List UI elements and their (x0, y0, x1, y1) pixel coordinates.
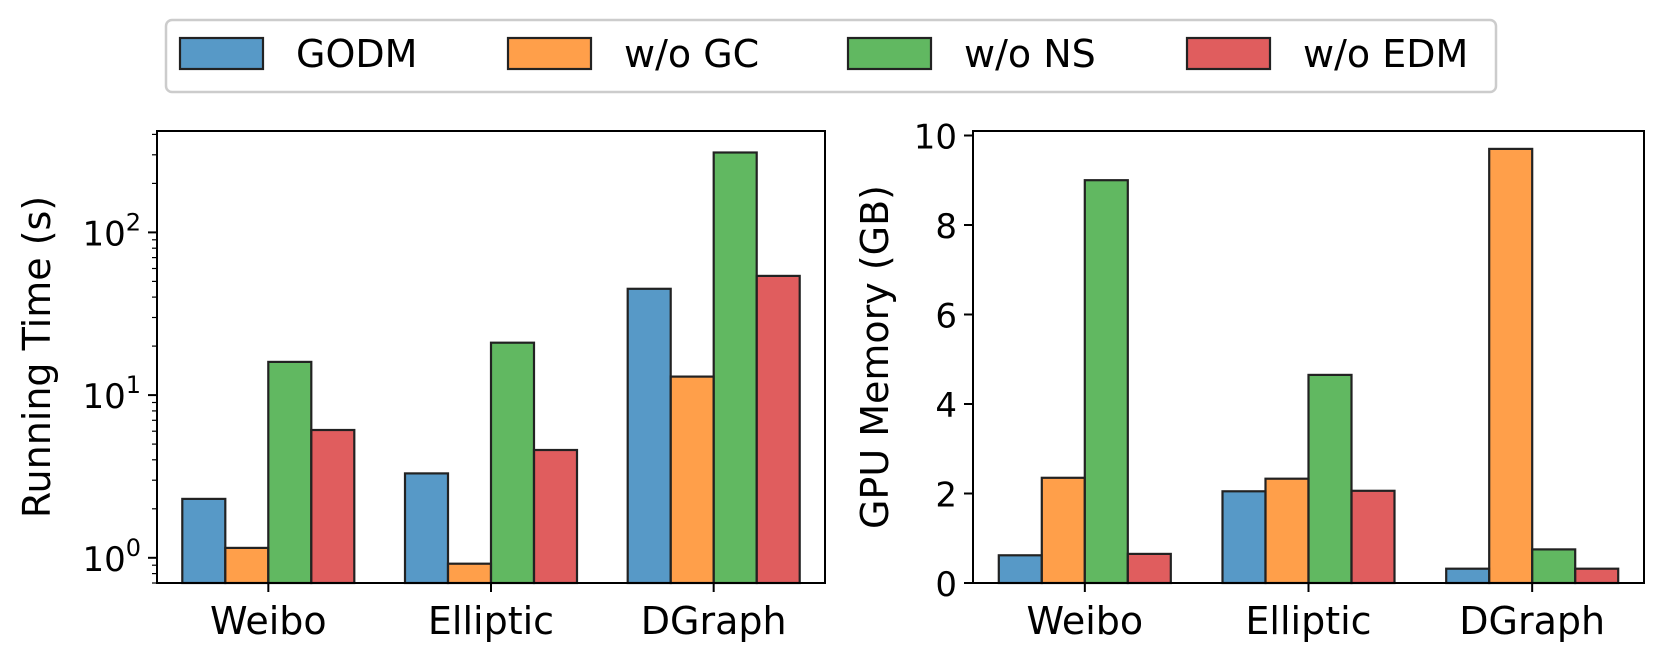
bar-w-o-gc-weibo (1040, 476, 1086, 585)
bar-godm-dgraph (626, 287, 672, 585)
legend-swatch-w-o-ns (846, 36, 933, 71)
y-axis-label: Running Time (s) (15, 196, 59, 518)
y-axis-label: GPU Memory (GB) (853, 185, 897, 529)
bar-w-o-gc-elliptic (446, 562, 493, 585)
bar-w-o-edm-dgraph (1574, 567, 1620, 585)
legend-frame (164, 18, 1498, 94)
legend-label-w-o-gc: w/o GC (624, 32, 759, 76)
bar-w-o-gc-dgraph (1488, 147, 1534, 585)
x-tick-label-weibo: Weibo (210, 599, 327, 643)
legend: GODM w/o GC w/o NS w/o EDM (164, 18, 1498, 94)
legend-swatch-w-o-edm (1185, 36, 1272, 71)
legend-label-w-o-edm: w/o EDM (1303, 32, 1468, 76)
bar-w-o-edm-weibo (310, 428, 356, 585)
y-tick-label-10-2: 102 (82, 208, 141, 254)
x-tick-label-dgraph: DGraph (1459, 599, 1605, 643)
y-tick-label-0: 0 (935, 565, 957, 605)
y-tick-label-8: 8 (935, 207, 957, 247)
gpu-memory-chart: Weibo Elliptic DGraph 0 2 4 6 8 10 GPU Memory (GB… (853, 118, 1645, 643)
bar-w-o-gc-weibo (224, 546, 270, 585)
bar-w-o-edm-elliptic (532, 448, 579, 585)
bar-godm-weibo (181, 497, 227, 585)
legend-label-godm: GODM (296, 32, 417, 76)
bar-godm-dgraph (1445, 567, 1491, 585)
bar-w-o-gc-dgraph (669, 375, 715, 585)
bar-w-o-ns-weibo (267, 360, 313, 585)
bar-godm-elliptic (403, 472, 450, 585)
bar-godm-weibo (997, 554, 1043, 585)
bar-w-o-ns-elliptic (1307, 373, 1353, 585)
running-time-chart: Weibo Elliptic DGraph 100 101 102 Running Time… (15, 130, 826, 643)
y-tick-label-4: 4 (935, 386, 957, 426)
bar-w-o-ns-weibo (1083, 179, 1129, 585)
bar-w-o-edm-dgraph (755, 274, 801, 585)
x-tick-label-dgraph: DGraph (641, 599, 787, 643)
bar-w-o-gc-elliptic (1264, 477, 1310, 585)
legend-label-w-o-ns: w/o NS (964, 32, 1096, 76)
y-tick-label-10-0: 100 (82, 534, 141, 580)
bar-w-o-edm-elliptic (1350, 489, 1396, 585)
bar-godm-elliptic (1221, 490, 1267, 585)
bar-w-o-ns-elliptic (489, 341, 536, 585)
bar-w-o-edm-weibo (1126, 552, 1172, 585)
y-tick-label-10-1: 101 (82, 371, 141, 417)
y-tick-label-2: 2 (935, 476, 957, 516)
legend-swatch-w-o-gc (506, 36, 593, 71)
x-tick-label-weibo: Weibo (1027, 599, 1144, 643)
x-tick-label-elliptic: Elliptic (428, 599, 554, 643)
x-tick-label-elliptic: Elliptic (1245, 599, 1371, 643)
bar-w-o-ns-dgraph (1531, 548, 1577, 585)
legend-swatch-godm (178, 36, 265, 71)
bar-w-o-ns-dgraph (712, 151, 758, 585)
y-tick-label-10: 10 (914, 118, 957, 158)
y-tick-label-6: 6 (935, 297, 957, 337)
